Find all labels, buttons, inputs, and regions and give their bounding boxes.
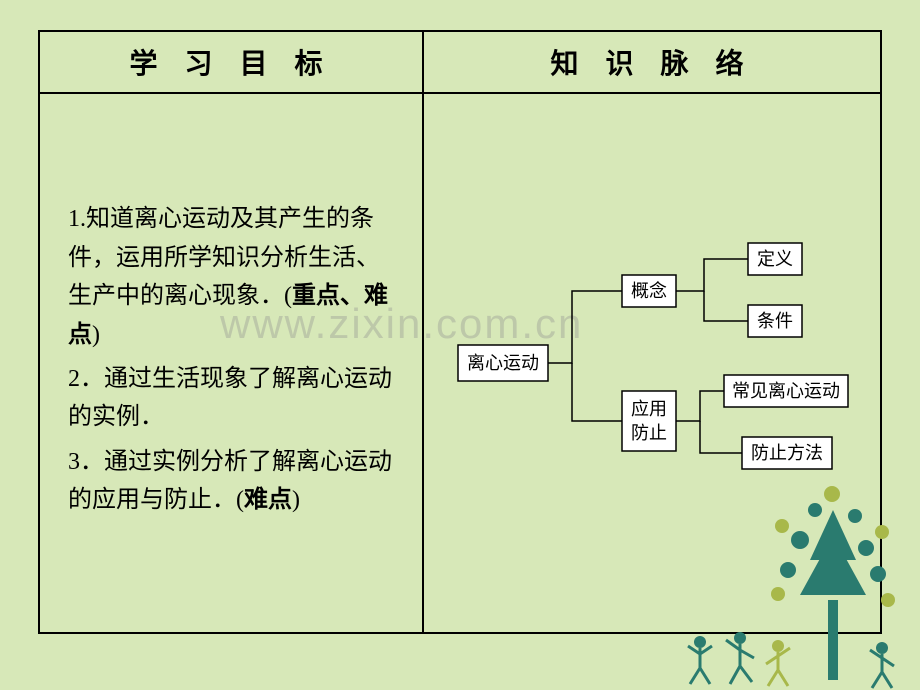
header-right: 知 识 脉 络 bbox=[423, 31, 881, 93]
diagram-wrap: 离心运动 概念 应用 防止 定义 条件 常见离心运动 防止方法 bbox=[452, 114, 852, 612]
objective-1: 1.知道离心运动及其产生的条件，运用所学知识分析生活、生产中的离心现象．(重点、… bbox=[68, 200, 394, 354]
objective-3-text-a: 3．通过实例分析了解离心运动的应用与防止．( bbox=[68, 449, 392, 513]
objective-3: 3．通过实例分析了解离心运动的应用与防止．(难点) bbox=[68, 443, 394, 520]
objective-3-bold: 难点 bbox=[244, 487, 292, 513]
header-left: 学 习 目 标 bbox=[39, 31, 423, 93]
diagram-cell: 离心运动 概念 应用 防止 定义 条件 常见离心运动 防止方法 bbox=[423, 93, 881, 633]
diagram-leaf3: 常见离心运动 bbox=[732, 381, 840, 401]
objective-2: 2．通过生活现象了解离心运动的实例． bbox=[68, 360, 394, 437]
diagram-leaf2: 条件 bbox=[757, 311, 793, 331]
content-row: 1.知道离心运动及其产生的条件，运用所学知识分析生活、生产中的离心现象．(重点、… bbox=[39, 93, 881, 633]
objective-3-text-b: ) bbox=[292, 487, 300, 513]
diagram-leaf4: 防止方法 bbox=[751, 443, 823, 463]
diagram-b2b: 防止 bbox=[631, 423, 667, 443]
objective-1-text-b: ) bbox=[92, 322, 100, 348]
objectives-cell: 1.知道离心运动及其产生的条件，运用所学知识分析生活、生产中的离心现象．(重点、… bbox=[39, 93, 423, 633]
diagram-root: 离心运动 bbox=[467, 353, 539, 373]
objectives-list: 1.知道离心运动及其产生的条件，运用所学知识分析生活、生产中的离心现象．(重点、… bbox=[68, 200, 394, 519]
diagram-leaf1: 定义 bbox=[757, 249, 793, 269]
diagram-b2a: 应用 bbox=[631, 399, 667, 419]
main-table: 学 习 目 标 知 识 脉 络 1.知道离心运动及其产生的条件，运用所学知识分析… bbox=[38, 30, 882, 634]
header-row: 学 习 目 标 知 识 脉 络 bbox=[39, 31, 881, 93]
knowledge-diagram: 离心运动 概念 应用 防止 定义 条件 常见离心运动 防止方法 bbox=[452, 233, 852, 493]
diagram-b1: 概念 bbox=[631, 280, 667, 301]
